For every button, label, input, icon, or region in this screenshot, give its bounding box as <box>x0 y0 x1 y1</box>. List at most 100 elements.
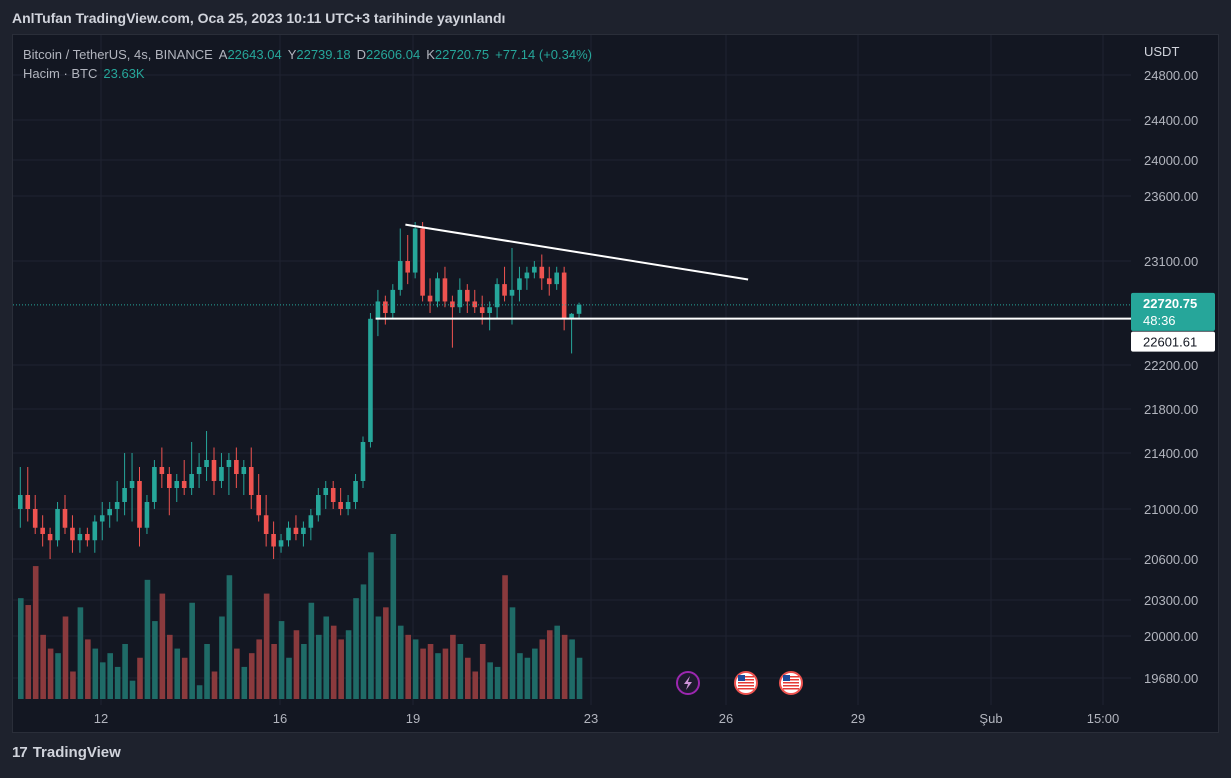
candle-body[interactable] <box>472 301 478 308</box>
candlestick-chart[interactable]: 24800.00 24400.00 24000.00 23600.00 23100.00… <box>13 35 1219 733</box>
candle-body[interactable] <box>167 474 172 488</box>
candle-body[interactable] <box>390 289 396 313</box>
candle-body[interactable] <box>271 534 276 547</box>
candle-body[interactable] <box>353 481 358 502</box>
candle-body[interactable] <box>293 527 299 534</box>
currency-label[interactable]: USDT <box>1144 44 1179 59</box>
candle-body[interactable] <box>301 527 306 534</box>
time-tick-label: 26 <box>719 711 733 726</box>
candle-body[interactable] <box>338 502 343 509</box>
candle-body[interactable] <box>137 481 142 528</box>
volume-bar <box>368 552 374 699</box>
candle-body[interactable] <box>107 509 112 516</box>
flag-canton <box>738 675 745 681</box>
candle-body[interactable] <box>561 272 567 319</box>
candle-body[interactable] <box>159 467 165 474</box>
candle-body[interactable] <box>524 272 530 279</box>
candle-body[interactable] <box>211 460 217 481</box>
flag-stripe <box>783 682 799 684</box>
volume-bar <box>539 639 546 699</box>
volume-bar <box>167 634 173 699</box>
candle-body[interactable] <box>189 474 194 488</box>
chart-panel[interactable]: 24800.00 24400.00 24000.00 23600.00 23100.00… <box>12 34 1219 733</box>
candle-body[interactable] <box>442 278 448 302</box>
volume-bar <box>129 680 136 699</box>
candle-body[interactable] <box>539 266 545 279</box>
volume-bar <box>465 657 471 699</box>
candle-body[interactable] <box>204 460 209 467</box>
candle-body[interactable] <box>196 467 202 474</box>
candle-body[interactable] <box>55 509 60 541</box>
candle-body[interactable] <box>397 261 403 290</box>
volume-bar <box>92 648 99 699</box>
candle-body[interactable] <box>25 495 31 509</box>
candle-body[interactable] <box>435 278 440 302</box>
candle-body[interactable] <box>308 515 314 528</box>
candle-body[interactable] <box>427 295 433 302</box>
flag-stripe <box>738 685 754 687</box>
candle-body[interactable] <box>532 266 537 273</box>
candle-body[interactable] <box>375 301 381 319</box>
candle-body[interactable] <box>323 488 329 495</box>
candle-body[interactable] <box>174 481 180 488</box>
volume-bar <box>390 534 397 699</box>
candle-body[interactable] <box>569 313 574 319</box>
candle-body[interactable] <box>114 502 120 509</box>
trendline[interactable] <box>405 223 749 281</box>
volume-bar <box>152 621 158 699</box>
candle-body[interactable] <box>465 289 470 302</box>
candle-body[interactable] <box>412 228 418 273</box>
chart-legend: Bitcoin / TetherUS, 4s, BINANCE A22643.0… <box>23 45 592 83</box>
candle-body[interactable] <box>502 284 507 296</box>
candle-body[interactable] <box>226 460 232 467</box>
candle-body[interactable] <box>181 481 187 488</box>
candle-body[interactable] <box>85 534 90 541</box>
candle-body[interactable] <box>546 278 552 285</box>
candle-body[interactable] <box>420 228 425 296</box>
candle-body[interactable] <box>450 301 455 308</box>
candle-body[interactable] <box>368 318 373 442</box>
candle-body[interactable] <box>330 488 336 502</box>
candle-body[interactable] <box>122 488 127 502</box>
tradingview-footer[interactable]: 17 TradingView <box>12 744 121 761</box>
candle-body[interactable] <box>99 515 105 522</box>
low-label: D <box>356 47 366 62</box>
candle-body[interactable] <box>62 509 68 528</box>
candle-body[interactable] <box>479 307 485 313</box>
candle-body[interactable] <box>32 509 38 528</box>
candle-body[interactable] <box>263 515 269 534</box>
candle-body[interactable] <box>494 284 500 308</box>
candle-body[interactable] <box>47 534 53 541</box>
candle-body[interactable] <box>278 540 284 547</box>
candle-body[interactable] <box>576 304 582 314</box>
candle-body[interactable] <box>144 502 150 528</box>
candle-body[interactable] <box>234 460 239 474</box>
candle-body[interactable] <box>509 289 515 296</box>
candle-body[interactable] <box>152 467 157 502</box>
candle-body[interactable] <box>18 495 23 509</box>
volume-bar <box>316 634 322 699</box>
candle-body[interactable] <box>77 534 83 541</box>
candle-body[interactable] <box>286 527 291 541</box>
candle-body[interactable] <box>248 467 254 495</box>
candle-body[interactable] <box>40 527 45 534</box>
volume-label[interactable]: Hacim · BTC <box>23 66 98 81</box>
price-tick-label: 20000.00 <box>1144 629 1198 644</box>
candle-body[interactable] <box>256 495 261 516</box>
candle-body[interactable] <box>241 467 247 474</box>
candle-body[interactable] <box>316 495 321 516</box>
candle-body[interactable] <box>345 502 351 509</box>
candle-body[interactable] <box>405 261 410 273</box>
candle-body[interactable] <box>70 527 75 541</box>
candle-body[interactable] <box>219 467 224 481</box>
candle-body[interactable] <box>517 278 522 290</box>
candle-body[interactable] <box>92 521 98 541</box>
candle-body[interactable] <box>383 301 388 313</box>
candle-body[interactable] <box>360 442 366 481</box>
candle-body[interactable] <box>487 307 492 313</box>
time-tick-label: 29 <box>851 711 865 726</box>
candle-body[interactable] <box>457 289 463 308</box>
candle-body[interactable] <box>554 272 559 285</box>
symbol-label[interactable]: Bitcoin / TetherUS, 4s, BINANCE <box>23 47 213 62</box>
candle-body[interactable] <box>129 481 135 488</box>
